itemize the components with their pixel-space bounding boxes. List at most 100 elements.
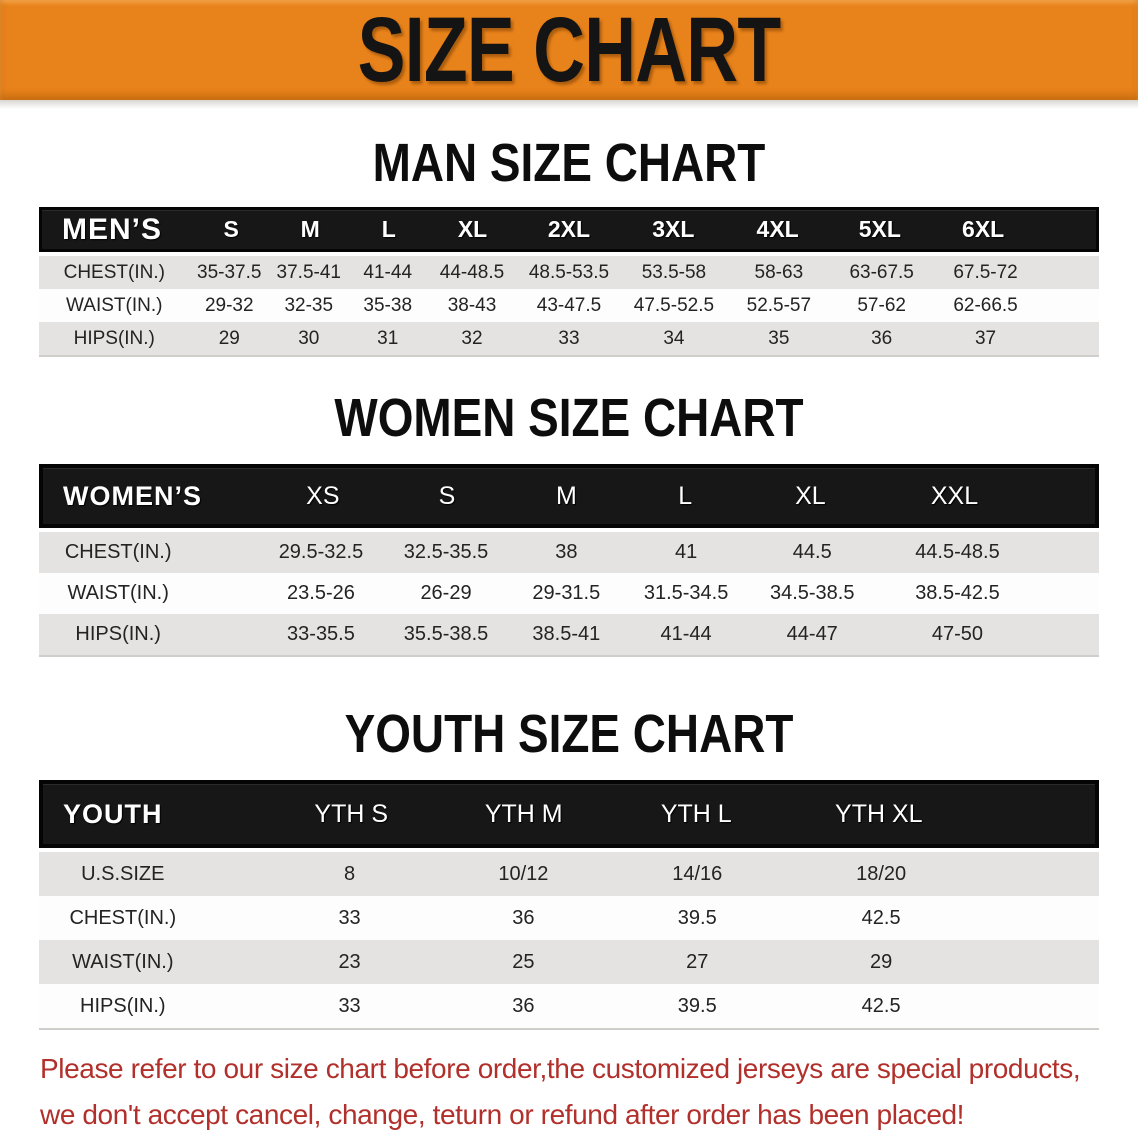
table-cell: 37.5-41	[276, 261, 341, 283]
table-cell: 36	[512, 994, 535, 1017]
column-header: YTH L	[660, 799, 732, 828]
men-section-heading-text: MAN SIZE CHART	[372, 133, 766, 193]
column-header: 4XL	[756, 216, 799, 242]
table-cell: 25	[512, 950, 535, 973]
column-header: M	[300, 216, 320, 242]
banner-title: SIZE CHART	[357, 0, 782, 101]
column-header: S	[223, 216, 239, 242]
column-header: 2XL	[547, 216, 591, 242]
table-cell: 31.5-34.5	[643, 582, 729, 604]
table-cell: 23.5-26	[287, 582, 355, 604]
policy-line-1: Please refer to our size chart before or…	[40, 1053, 1081, 1084]
column-header: L	[381, 216, 396, 242]
table-cell: 44-47	[786, 623, 838, 645]
table-row: CHEST(IN.) 35-37.5 37.5-41 41-44 44-48.5 48.5…	[39, 256, 1099, 289]
table-cell: 44-48.5	[439, 261, 505, 283]
table-cell: 14/16	[672, 862, 723, 885]
column-header: 5XL	[858, 216, 901, 242]
table-cell: 27	[686, 950, 709, 973]
table-cell: 41-44	[660, 623, 712, 645]
column-header: XS	[306, 481, 340, 510]
table-cell: 41	[674, 541, 698, 563]
row-label: WAIST(IN.)	[66, 294, 163, 316]
table-cell: 38.5-42.5	[915, 582, 1000, 604]
column-header: S	[438, 481, 456, 510]
table-header-row: WOMEN’S XS S M L XL XXL	[39, 464, 1099, 528]
row-label: CHEST(IN.)	[64, 541, 172, 563]
row-label: HIPS(IN.)	[75, 623, 161, 645]
size-chart-banner: SIZE CHART	[0, 0, 1138, 100]
table-cell: 38-43	[447, 294, 497, 316]
table-row: CHEST(IN.) 33 36 39.5 42.5	[39, 896, 1099, 940]
men-section-heading: MAN SIZE CHART	[0, 109, 1138, 190]
table-row: WAIST(IN.) 23.5-26 26-29 29-31.5 31.5-34.5 34…	[39, 573, 1099, 614]
table-cell: 32.5-35.5	[403, 541, 489, 563]
row-label: CHEST(IN.)	[63, 261, 165, 283]
table-cell: 30	[298, 327, 320, 349]
men-size-table: MEN’S S M L XL 2XL 3XL 4XL 5XL 6XL CHEST(IN.) 35-37…	[39, 207, 1099, 357]
column-header: XL	[795, 481, 826, 510]
column-header: L	[678, 481, 693, 510]
column-header: XL	[457, 216, 488, 242]
table-title-cell: WOMEN’S	[63, 480, 202, 511]
youth-section-heading-text: YOUTH SIZE CHART	[344, 704, 794, 764]
table-cell: 35-38	[363, 294, 413, 316]
column-header: 3XL	[652, 216, 695, 242]
table-cell: 42.5	[861, 906, 901, 929]
table-cell: 39.5	[677, 906, 717, 929]
row-label: CHEST(IN.)	[69, 906, 177, 929]
table-cell: 38	[555, 541, 578, 563]
table-cell: 62-66.5	[953, 294, 1018, 316]
order-policy-note: Please refer to our size chart before or…	[0, 1030, 1138, 1138]
table-title-cell: MEN’S	[62, 212, 163, 246]
women-section-heading-text: WOMEN SIZE CHART	[334, 388, 804, 448]
row-label: U.S.SIZE	[81, 862, 165, 885]
table-cell: 29-31.5	[532, 582, 601, 604]
women-section-heading: WOMEN SIZE CHART	[0, 357, 1138, 445]
column-header: M	[555, 481, 577, 510]
table-cell: 63-67.5	[849, 261, 914, 283]
table-row: WAIST(IN.) 23 25 27 29	[39, 940, 1099, 984]
table-cell: 52.5-57	[746, 294, 812, 316]
table-cell: 29	[218, 327, 240, 349]
banner-shadow-strip	[0, 100, 1138, 109]
table-cell: 33	[558, 327, 580, 349]
table-title-cell: YOUTH	[63, 798, 163, 829]
table-cell: 53.5-58	[641, 261, 707, 283]
table-cell: 33-35.5	[287, 623, 355, 645]
table-row: HIPS(IN.) 33-35.5 35.5-38.5 38.5-41 41-44 44-…	[39, 614, 1099, 655]
table-cell: 32-35	[284, 294, 334, 316]
table-cell: 58-63	[754, 261, 804, 283]
table-cell: 38.5-41	[532, 623, 601, 645]
table-cell: 33	[338, 994, 361, 1017]
table-cell: 8	[344, 862, 356, 885]
table-cell: 29.5-32.5	[278, 541, 364, 563]
table-cell: 43-47.5	[536, 294, 602, 316]
table-cell: 31	[377, 327, 399, 349]
row-label: WAIST(IN.)	[67, 582, 169, 604]
table-row: HIPS(IN.) 29 30 31 32 33 34 35 36 37	[39, 322, 1099, 355]
women-size-section: WOMEN SIZE CHART WOMEN’S XS S M L XL XXL CHEST(…	[0, 357, 1138, 657]
row-label: WAIST(IN.)	[72, 950, 174, 973]
table-cell: 48.5-53.5	[528, 261, 610, 283]
row-label: HIPS(IN.)	[73, 327, 155, 349]
table-cell: 41-44	[363, 261, 413, 283]
table-cell: 18/20	[856, 862, 907, 885]
column-header: YTH S	[314, 799, 389, 828]
table-cell: 23	[338, 950, 361, 973]
table-cell: 67.5-72	[953, 261, 1018, 283]
table-row: U.S.SIZE 8 10/12 14/16 18/20	[39, 852, 1099, 896]
table-row: CHEST(IN.) 29.5-32.5 32.5-35.5 38 41 44.5 44.5…	[39, 532, 1099, 573]
table-cell: 57-62	[857, 294, 906, 316]
table-header-row: MEN’S S M L XL 2XL 3XL 4XL 5XL 6XL	[39, 207, 1099, 252]
table-cell: 47-50	[931, 623, 984, 645]
table-cell: 33	[338, 906, 361, 929]
table-cell: 39.5	[677, 994, 717, 1017]
policy-line-2: we don't accept cancel, change, teturn o…	[40, 1099, 965, 1130]
table-cell: 10/12	[498, 862, 549, 885]
table-cell: 34	[663, 327, 685, 349]
table-cell: 36	[871, 327, 893, 349]
column-header: YTH XL	[835, 799, 923, 828]
men-size-section: MAN SIZE CHART MEN’S S M L XL 2XL 3XL 4XL 5XL 6XL…	[0, 109, 1138, 357]
table-cell: 37	[974, 327, 997, 349]
